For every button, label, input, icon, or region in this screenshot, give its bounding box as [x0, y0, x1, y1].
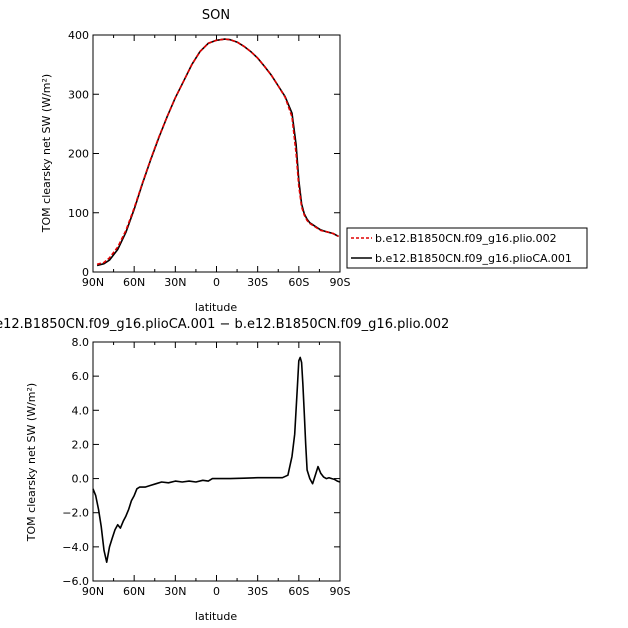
top-y-tick-label: 300 [68, 88, 89, 101]
legend-label-plio: b.e12.B1850CN.f09_g16.plio.002 [375, 232, 557, 245]
bottom-y-tick-label: 6.0 [72, 370, 90, 383]
top-x-tick-label: 90S [330, 276, 351, 289]
top-panel: SON 90N 60N 30N 0 30S 60S 90S 0 100 200 300 400 lat… [40, 8, 351, 314]
bottom-x-tick-label: 30S [247, 585, 268, 598]
legend-box [346, 227, 588, 269]
top-x-tick-label: 0 [213, 276, 220, 289]
top-x-tick-label: 60S [288, 276, 309, 289]
bottom-x-tick-label: 60N [123, 585, 145, 598]
top-y-axis-title: TOM clearsky net SW (W/m²) [40, 74, 53, 233]
top-x-tick-label: 30N [164, 276, 186, 289]
bottom-x-tick-label: 0 [213, 585, 220, 598]
top-x-tick-label: 60N [123, 276, 145, 289]
bottom-x-tick-label: 30N [164, 585, 186, 598]
bottom-x-tick-label: 60S [288, 585, 309, 598]
bottom-panel: b.e12.B1850CN.f09_g16.plioCA.001 − b.e12… [0, 317, 449, 623]
bottom-chart-title: b.e12.B1850CN.f09_g16.plioCA.001 − b.e12… [0, 317, 449, 332]
top-y-tick-label: 200 [68, 148, 89, 161]
legend-label-plioca: b.e12.B1850CN.f09_g16.plioCA.001 [375, 252, 572, 265]
top-y-tick-label: 0 [82, 266, 89, 279]
bottom-x-axis-title: latitude [195, 610, 237, 623]
top-y-tick-label: 400 [68, 29, 89, 42]
top-x-tick-label: 90N [82, 276, 104, 289]
bottom-x-tick-label: 90S [330, 585, 351, 598]
top-series-line-1 [96, 38, 339, 266]
bottom-y-axis-title: TOM clearsky net SW (W/m²) [25, 383, 38, 542]
top-x-tick-label: 30S [247, 276, 268, 289]
top-y-tick-label: 100 [68, 207, 89, 220]
bottom-y-tick-label: 2.0 [72, 438, 90, 451]
legend: b.e12.B1850CN.f09_g16.plio.002 b.e12.B18… [346, 227, 588, 269]
bottom-y-tick-label: 8.0 [72, 336, 90, 349]
top-series-line-0 [96, 38, 339, 267]
bottom-y-tick-label: 0.0 [72, 473, 90, 486]
top-x-axis-title: latitude [195, 301, 237, 314]
bottom-y-tick-label: −6.0 [62, 575, 89, 588]
bottom-y-tick-label: 4.0 [72, 404, 90, 417]
bottom-x-tick-label: 90N [82, 585, 104, 598]
bottom-series-line-0 [92, 356, 341, 564]
top-chart-title: SON [202, 8, 230, 23]
top-frame [92, 34, 341, 273]
bottom-plot-area: 90N 60N 30N 0 30S 60S 90S 8.0 6.0 4.0 2.0 0.0 −2.0 −4… [62, 336, 350, 598]
top-plot-area: 90N 60N 30N 0 30S 60S 90S 0 100 200 300 400 [68, 29, 351, 289]
bottom-y-tick-label: −2.0 [62, 507, 89, 520]
bottom-y-tick-label: −4.0 [62, 541, 89, 554]
